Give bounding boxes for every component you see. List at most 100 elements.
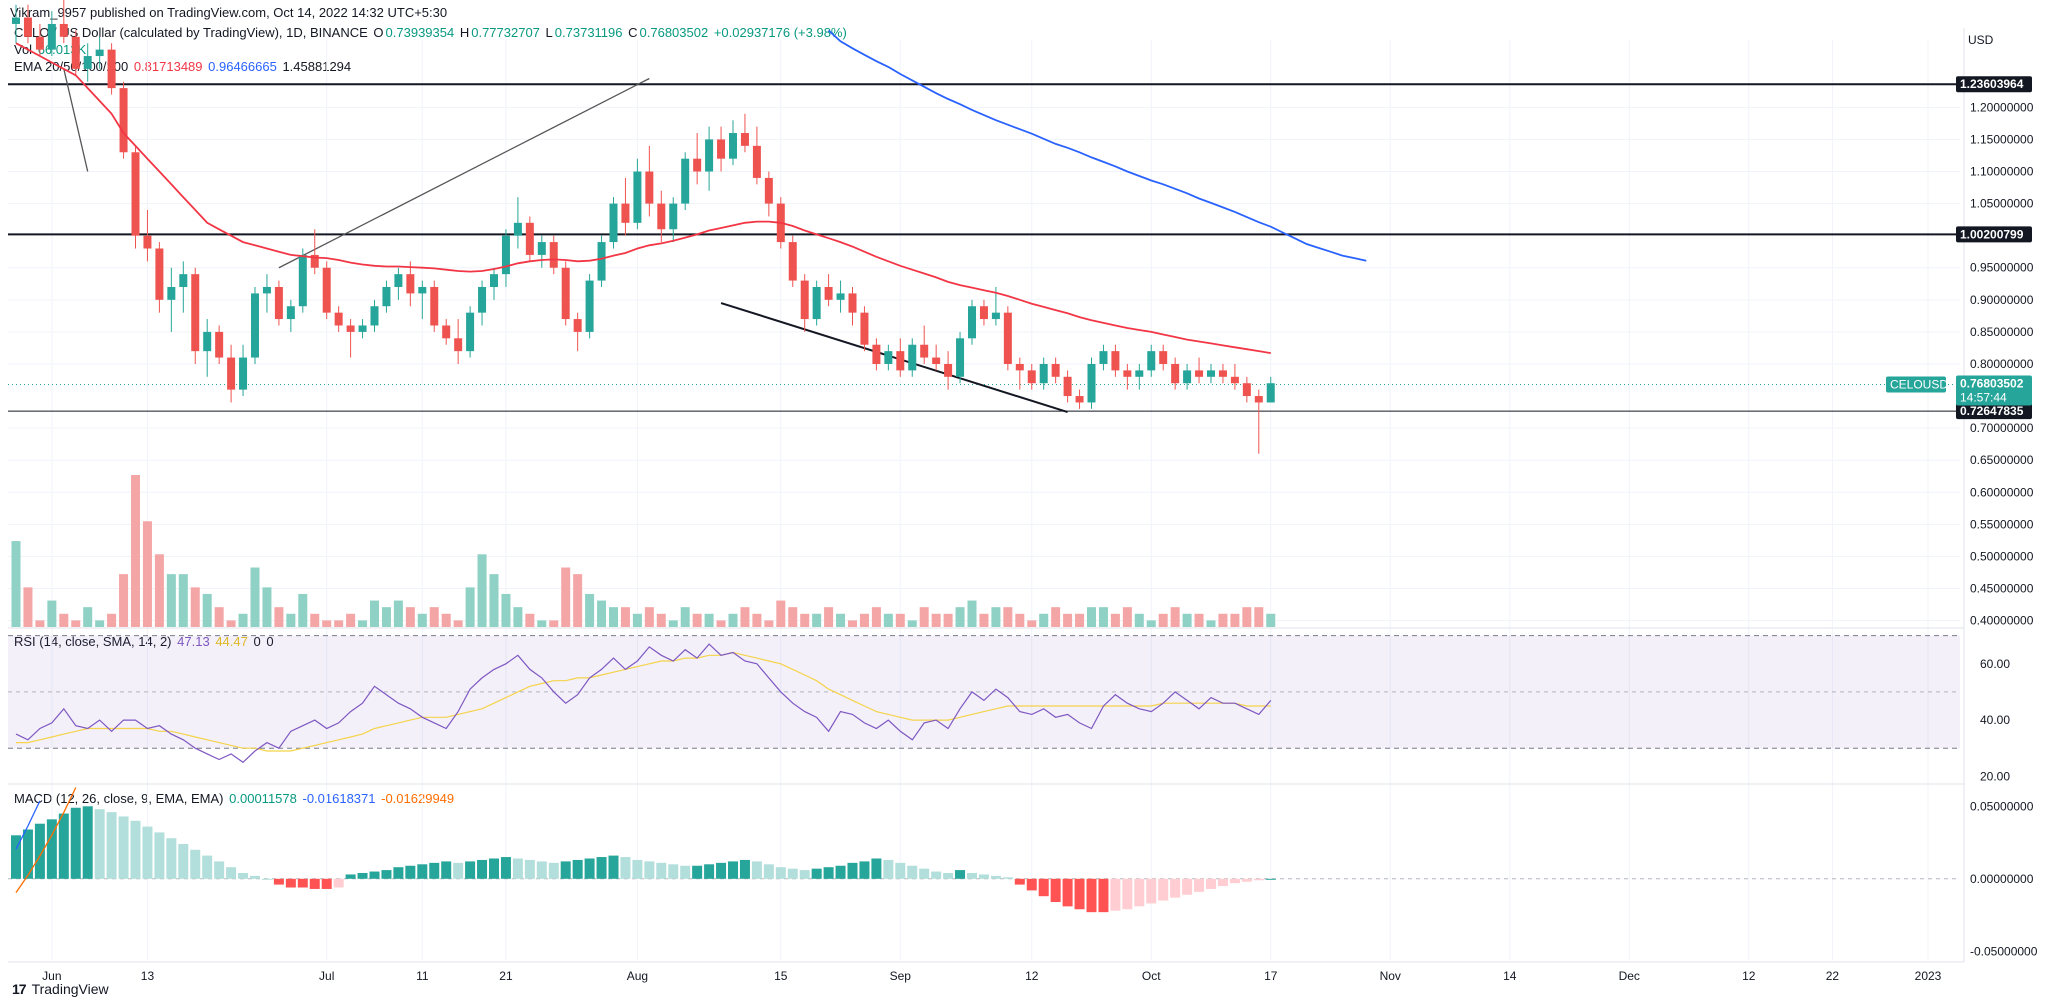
macd-hist-101 [1217, 878, 1228, 887]
macd-hist-66 [799, 870, 810, 879]
candle-body-70 [848, 293, 857, 313]
candle-body-8 [107, 49, 116, 89]
volume-bar-105 [1266, 613, 1276, 627]
macd-hist-61 [739, 859, 750, 879]
macd-hist-98 [1182, 878, 1193, 895]
volume-bar-10 [131, 475, 140, 627]
tag-resistance-high-box [1956, 76, 2032, 93]
close-value: 0.76803502 [639, 25, 709, 40]
volume-bar-15 [190, 587, 200, 627]
candle-body-49 [597, 242, 606, 281]
macd-hist-47 [572, 859, 583, 879]
macd-hist-72 [871, 858, 882, 879]
volume-bar-48 [585, 593, 595, 627]
macd-hist-6 [82, 806, 93, 879]
rsi-label: RSI (14, close, SMA, 14, 2) [14, 634, 172, 649]
volume-bar-14 [178, 574, 188, 627]
volume-bar-76 [919, 607, 929, 627]
macd-hist-45 [548, 862, 559, 879]
macd-hist-13 [166, 838, 177, 879]
currency-label: USD [1968, 33, 1994, 47]
ema-lines [15, 29, 1367, 354]
macd-value-3: -0.01629949 [381, 791, 455, 806]
volume-bar-66 [800, 613, 810, 627]
macd-hist-75 [907, 865, 918, 879]
volume-bar-21 [262, 587, 272, 627]
candle-body-77 [932, 357, 941, 364]
candle-body-92 [1111, 351, 1120, 371]
rsi-panel-background [8, 635, 1960, 749]
candle-body-76 [920, 344, 929, 358]
macd-hist-36 [441, 861, 452, 879]
volume-bar-18 [226, 620, 236, 627]
volume-bar-71 [859, 613, 869, 627]
macd-hist-25 [309, 878, 320, 889]
candle-body-32 [394, 274, 403, 287]
change-value: +0.02937176 (+3.98%) [713, 25, 847, 40]
time-tick-12: 14 [1503, 969, 1517, 983]
candle-body-12 [155, 248, 164, 300]
macd-hist-11 [142, 826, 153, 879]
volume-bar-93 [1122, 607, 1132, 627]
price-tick-4: 0.95000000 [1970, 261, 2034, 275]
macd-hist-0 [11, 835, 21, 879]
volume-bar-88 [1063, 613, 1073, 627]
volume-bar-43 [525, 613, 535, 627]
candle-body-36 [442, 325, 451, 339]
tag-symbol-box [1886, 376, 1946, 393]
volume-bar-57 [692, 613, 702, 627]
candle-body-101 [1218, 370, 1227, 377]
macd-hist-56 [680, 865, 691, 879]
volume-bar-2 [35, 620, 45, 627]
volume-bar-68 [824, 607, 834, 627]
macd-hist-79 [955, 870, 966, 879]
candle-body-90 [1087, 363, 1096, 403]
macd-hist-33 [405, 865, 416, 879]
candle-body-6 [83, 56, 92, 69]
candle-body-45 [549, 242, 558, 268]
macd-hist-71 [859, 861, 870, 879]
volume-bar-67 [812, 613, 822, 627]
high-label: H [459, 25, 470, 40]
candle-body-98 [1183, 370, 1192, 384]
macd-line [15, 800, 41, 850]
macd-hist-23 [285, 878, 296, 888]
open-label: O [373, 25, 384, 40]
volume-bar-9 [119, 574, 129, 627]
macd-hist-69 [835, 865, 846, 879]
candle-body-53 [645, 171, 654, 204]
price-tick-9: 0.65000000 [1970, 453, 2034, 467]
candlesticks [12, 0, 1275, 454]
candle-body-47 [573, 319, 582, 332]
macd-hist-3 [46, 819, 57, 879]
macd-hist-103 [1241, 878, 1252, 882]
volume-bar-27 [334, 620, 344, 627]
candle-body-80 [968, 306, 976, 339]
macd-hist-38 [465, 861, 476, 879]
candle-body-5 [71, 36, 80, 69]
candle-body-27 [334, 312, 343, 326]
candle-body-7 [95, 49, 104, 57]
volume-bar-82 [991, 607, 1001, 627]
price-tags: 1.23603964 1.00200799 0.72647835 CELOUSD 0.7… [1886, 76, 2032, 420]
volume-bar-49 [597, 600, 607, 627]
candle-body-11 [143, 235, 152, 249]
candle-body-18 [227, 357, 236, 390]
candle-body-57 [693, 158, 702, 172]
macd-hist-2 [34, 823, 45, 879]
volume-bar-65 [788, 607, 798, 627]
tag-resistance-mid-box [1956, 226, 2032, 243]
volume-bar-1 [23, 587, 33, 627]
rsi-legend: RSI (14, close, SMA, 14, 2) 47.13 44.47 … [14, 634, 276, 649]
price-tick-8: 0.70000000 [1970, 421, 2034, 435]
macd-hist-9 [118, 816, 129, 879]
macd-hist-51 [620, 857, 631, 879]
macd-hist-59 [716, 862, 727, 879]
tradingview-logo[interactable]: 17 TradingView [12, 981, 109, 997]
candle-body-33 [406, 274, 415, 294]
volume-bar-97 [1170, 607, 1180, 627]
tag-support-text: 0.72647835 [1960, 404, 2024, 418]
ema-value-2: 0.96466665 [208, 59, 277, 74]
volume-bar-90 [1087, 607, 1096, 627]
